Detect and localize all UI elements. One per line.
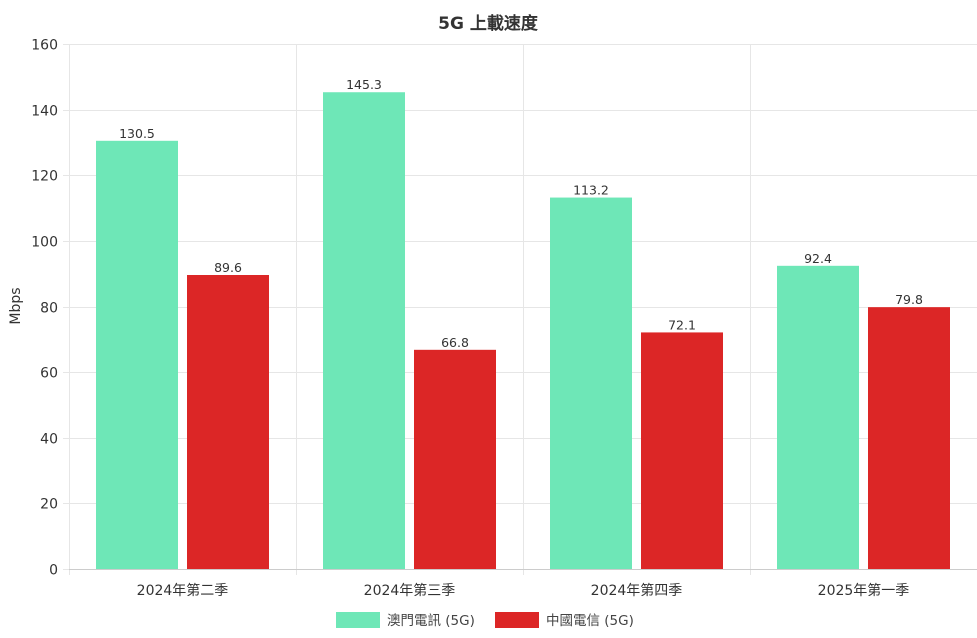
y-tick-label: 140 xyxy=(31,104,58,120)
bar[interactable] xyxy=(96,140,178,569)
data-label: 92.4 xyxy=(804,251,832,266)
legend-swatch xyxy=(336,612,380,628)
legend-item[interactable]: 中國電信 (5G) xyxy=(495,612,634,629)
gridlines xyxy=(63,44,977,575)
y-tick-label: 80 xyxy=(40,301,58,317)
legend-label: 中國電信 (5G) xyxy=(546,613,634,629)
y-tick-label: 160 xyxy=(31,38,58,54)
chart-title: 5G 上載速度 xyxy=(438,13,539,34)
x-tick-label: 2025年第一季 xyxy=(818,582,910,599)
data-label: 72.1 xyxy=(668,317,696,332)
data-label: 130.5 xyxy=(119,126,155,141)
bar[interactable] xyxy=(550,197,632,569)
y-tick-label: 60 xyxy=(40,366,58,382)
bars xyxy=(96,92,950,569)
bar[interactable] xyxy=(641,332,723,569)
y-tick-label: 40 xyxy=(40,432,58,448)
bar[interactable] xyxy=(187,275,269,569)
y-tick-label: 20 xyxy=(40,497,58,513)
bar[interactable] xyxy=(414,349,496,569)
data-label: 113.2 xyxy=(573,183,609,198)
y-tick-label: 120 xyxy=(31,169,58,185)
data-label: 66.8 xyxy=(441,335,469,350)
x-tick-label: 2024年第三季 xyxy=(364,582,456,599)
bar[interactable] xyxy=(868,307,950,569)
data-label: 145.3 xyxy=(346,77,382,92)
y-axis-label: Mbps xyxy=(8,287,24,324)
data-labels: 130.5 89.6 145.3 66.8 113.2 72.1 92.4 79.8 xyxy=(119,77,923,350)
y-axis-ticks: 0 20 40 60 80 100 120 140 160 xyxy=(31,38,58,579)
x-tick-label: 2024年第二季 xyxy=(137,582,229,599)
bar[interactable] xyxy=(777,265,859,569)
data-label: 79.8 xyxy=(895,292,923,307)
legend-label: 澳門電訊 (5G) xyxy=(387,613,475,629)
y-tick-label: 0 xyxy=(49,563,58,579)
x-tick-label: 2024年第四季 xyxy=(591,582,683,599)
y-tick-label: 100 xyxy=(31,235,58,251)
legend-swatch xyxy=(495,612,539,628)
legend-item[interactable]: 澳門電訊 (5G) xyxy=(336,612,475,629)
bar[interactable] xyxy=(323,92,405,569)
legend: 澳門電訊 (5G) 中國電信 (5G) xyxy=(336,612,634,629)
data-label: 89.6 xyxy=(214,260,242,275)
x-axis-ticks: 2024年第二季 2024年第三季 2024年第四季 2025年第一季 xyxy=(137,582,910,599)
